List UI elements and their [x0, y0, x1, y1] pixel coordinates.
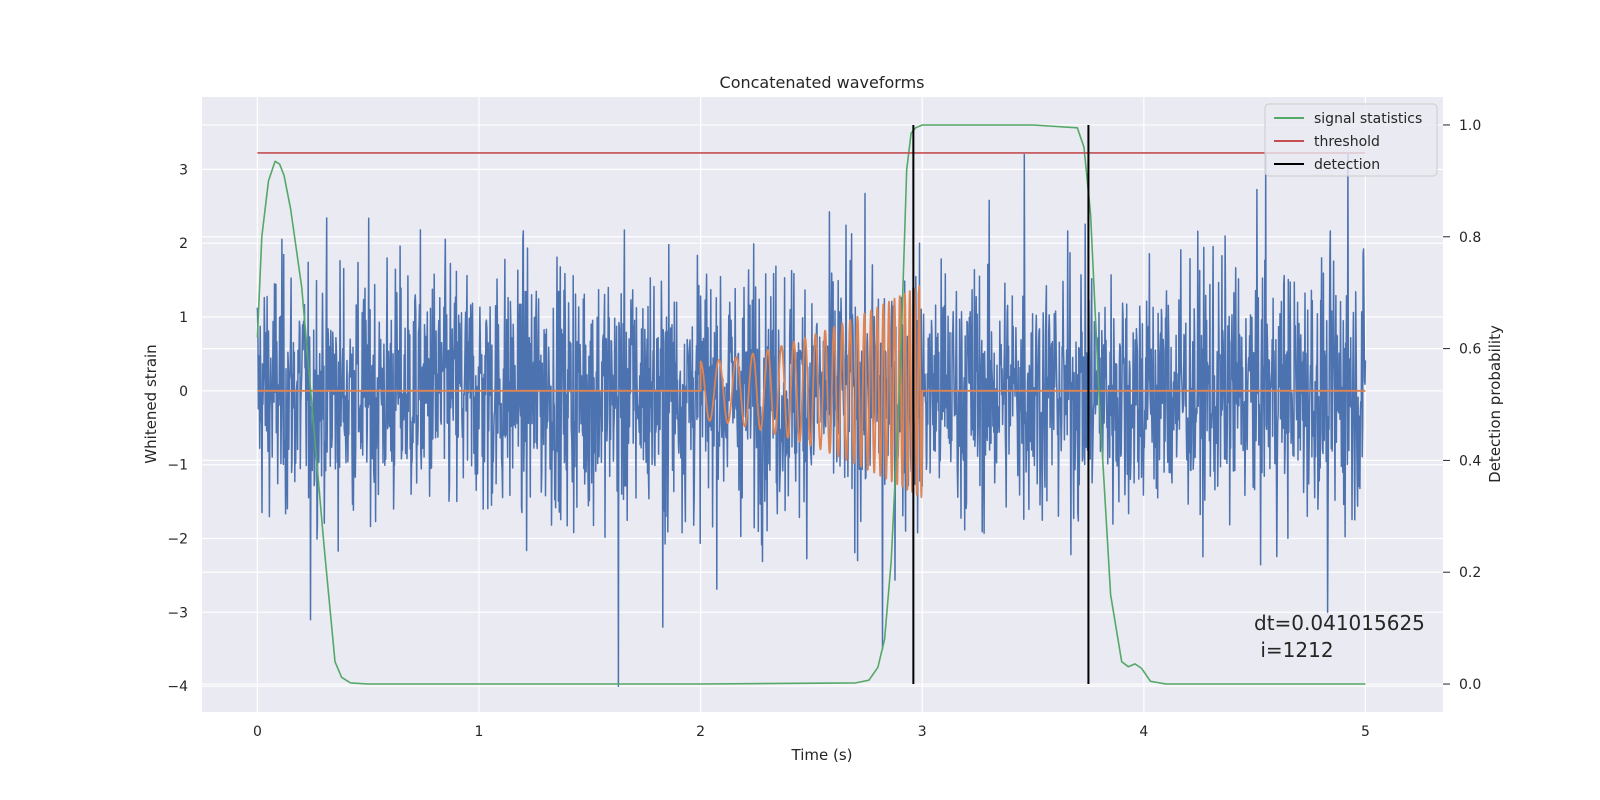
- annotation: dt=0.041015625 i=1212: [1254, 611, 1425, 662]
- y2-tick-label: 1.0: [1459, 118, 1481, 134]
- series-injection: [257, 285, 1366, 499]
- y-axis-label: Whitened strain: [142, 344, 160, 463]
- legend-label: detection: [1314, 157, 1380, 173]
- y-tick-label: 1: [179, 310, 188, 326]
- legend-label: threshold: [1314, 134, 1380, 150]
- plot-area: [256, 124, 1367, 687]
- y2-tick-label: 0.2: [1459, 565, 1481, 581]
- y2-tick-label: 0.4: [1459, 453, 1481, 469]
- y2-tick-label: 0.6: [1459, 342, 1481, 358]
- chart-title: Concatenated waveforms: [720, 73, 925, 92]
- legend-box: [1264, 103, 1438, 177]
- y-tick-label: −4: [167, 679, 188, 695]
- x-tick-label: 4: [1139, 724, 1148, 740]
- y2-tick-label: 0.8: [1459, 230, 1481, 246]
- y-tick-label: 0: [179, 384, 188, 400]
- legend-label: signal statistics: [1314, 111, 1422, 127]
- legend: signal statistics threshold detection: [1264, 103, 1438, 177]
- y-tick-label: 3: [179, 162, 188, 178]
- x-tick-label: 3: [918, 724, 927, 740]
- ticks: 0 1 2 3 4 5 −4 −3 −2 −1 0 1 2 3 0.0 0.2 0.4 0.6 0.8 1.0: [167, 118, 1481, 740]
- series-strain: [256, 153, 1367, 687]
- y-tick-label: −3: [167, 605, 188, 621]
- x-axis-label: Time (s): [791, 746, 853, 764]
- y-tick-label: −2: [167, 532, 188, 548]
- annotation-line: dt=0.041015625: [1254, 611, 1425, 635]
- series-signal_statistics: [256, 124, 1366, 685]
- y2-tick-label: 0.0: [1459, 677, 1481, 693]
- y2-axis-label: Detection probability: [1486, 325, 1504, 483]
- y-tick-label: −1: [167, 458, 188, 474]
- x-tick-label: 5: [1361, 724, 1370, 740]
- x-tick-label: 2: [696, 724, 705, 740]
- y-tick-label: 2: [179, 236, 188, 252]
- x-tick-label: 0: [253, 724, 262, 740]
- annotation-line: i=1212: [1254, 638, 1334, 662]
- x-tick-label: 1: [475, 724, 484, 740]
